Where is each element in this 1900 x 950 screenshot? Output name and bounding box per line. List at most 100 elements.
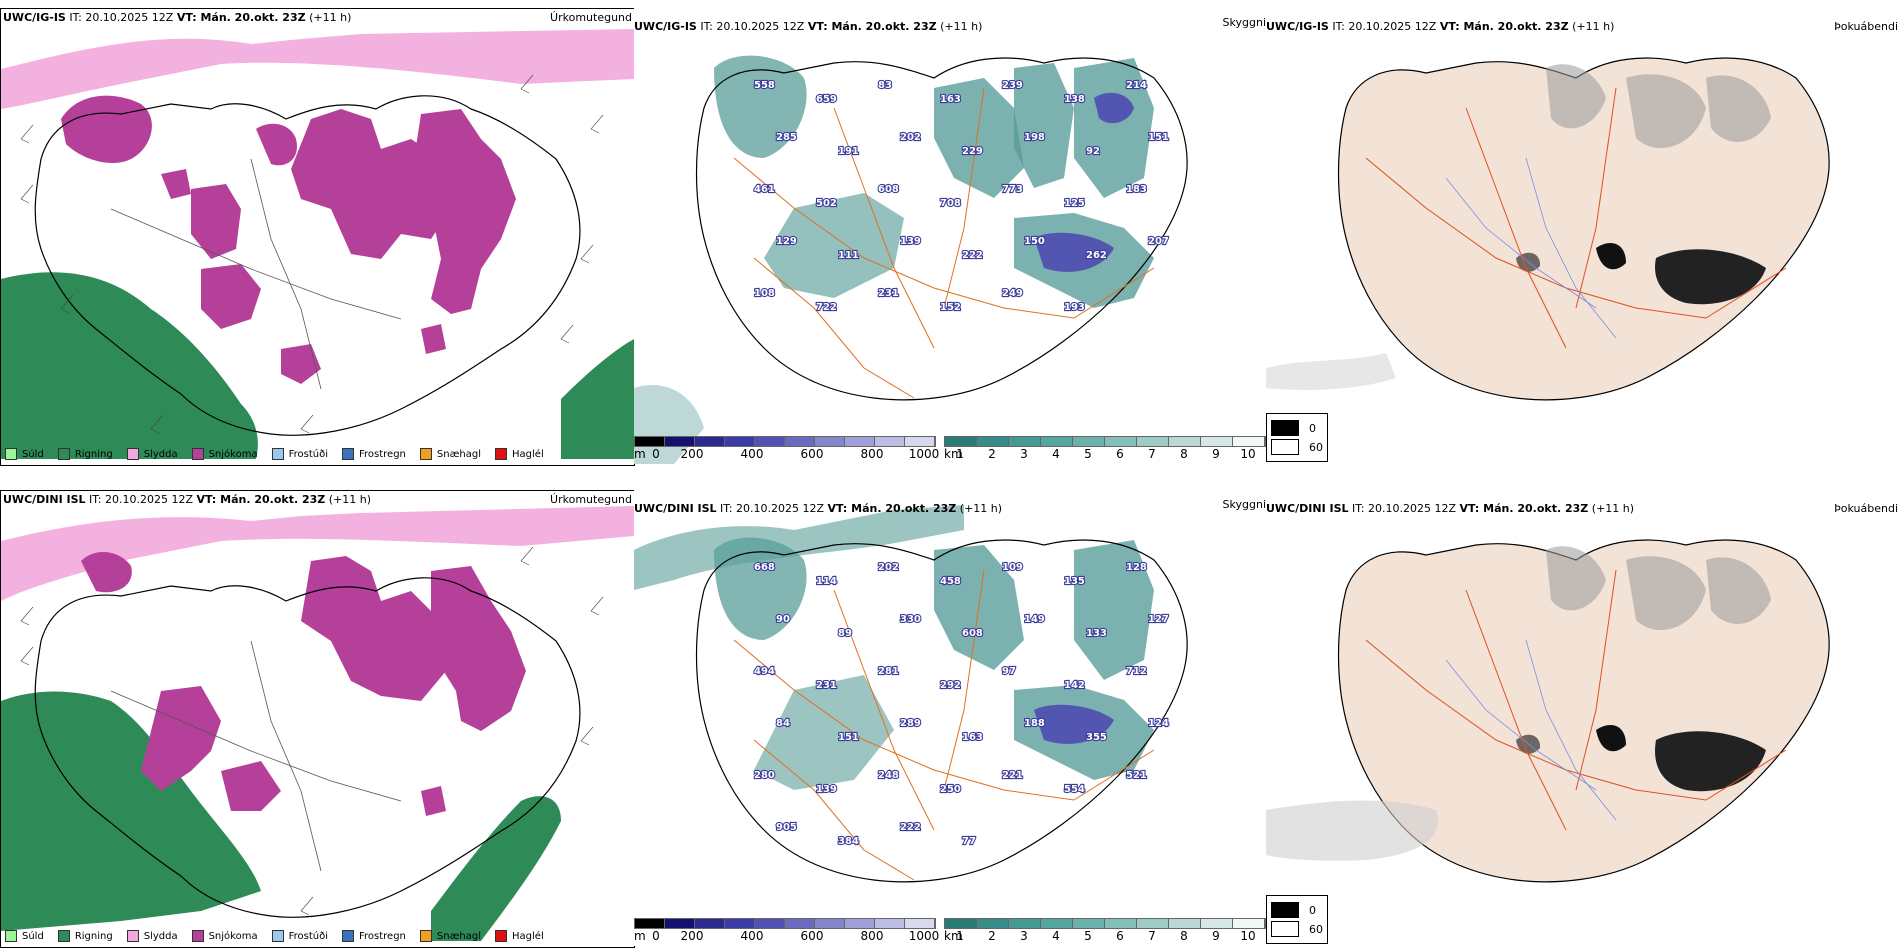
precip-legend-item: Snjókoma <box>191 930 258 942</box>
cloud-base-value: 151 <box>838 732 859 743</box>
legend-label: Snæhagl <box>436 930 482 942</box>
fog-panel-1: UWC/IG-IS IT: 20.10.2025 12Z VT: Mán. 20… <box>1266 8 1900 464</box>
legend-label: Frostregn <box>359 448 406 460</box>
colorbar-tick: 3 <box>1020 447 1028 461</box>
cloud-base-value: 202 <box>900 132 921 143</box>
colorbar-swatch <box>1169 919 1201 928</box>
colorbar-swatch <box>1201 919 1233 928</box>
colorbar-swatch <box>1233 437 1265 446</box>
precip-map-1 <box>1 9 634 465</box>
cloud-base-value: 355 <box>1086 732 1107 743</box>
legend-label: Snjókoma <box>208 448 258 460</box>
colorbar-swatch <box>755 919 785 928</box>
colorbar-swatch <box>845 919 875 928</box>
colorbar-swatch <box>1073 919 1105 928</box>
colorbar-swatch <box>1009 919 1041 928</box>
colorbar-swatch <box>1041 437 1073 446</box>
fog-map-1 <box>1266 8 1900 464</box>
colorbar-swatch <box>725 919 755 928</box>
precip-legend: Súld Rigning Slydda Snjókoma Frostúði Frostre… <box>5 445 558 463</box>
cloud-base-value: 608 <box>962 628 983 639</box>
panel-header: UWC/IG-IS IT: 20.10.2025 12Z VT: Mán. 20… <box>1266 20 1615 33</box>
legend-label: 60 <box>1309 922 1323 936</box>
colorbar-swatch <box>1169 437 1201 446</box>
colorbar-swatch <box>665 919 695 928</box>
cloud-base-value: 458 <box>940 576 961 587</box>
colorbar-swatch <box>945 437 977 446</box>
colorbar-visibility-km: km 1 2 3 4 5 6 7 8 9 10 <box>944 436 1266 461</box>
colorbar-swatch <box>977 919 1009 928</box>
cloud-base-value: 151 <box>1148 132 1169 143</box>
legend-swatch <box>1271 439 1299 455</box>
cloud-base-value: 198 <box>1024 132 1045 143</box>
fog-map-2 <box>1266 490 1900 946</box>
colorbar-swatch <box>1073 437 1105 446</box>
cloud-labels-2: 668 114 202 458 109 135 128 90 89 330 608 149 133 127… <box>753 561 1170 848</box>
cloud-base-value: 138 <box>1064 94 1085 105</box>
colorbar-tick: 10 <box>1240 447 1256 461</box>
fog-legend: 0 60 <box>1266 413 1328 462</box>
legend-label: Haglél <box>512 448 544 460</box>
colorbar-swatch <box>785 919 815 928</box>
fog-legend-item: 60 <box>1271 921 1323 937</box>
precip-legend-item: Rigning <box>57 448 113 460</box>
cloud-base-value: 231 <box>816 680 837 691</box>
legend-label: 60 <box>1309 440 1323 454</box>
legend-swatch <box>271 930 284 942</box>
precip-map-2 <box>1 491 634 947</box>
cloud-base-value: 281 <box>878 666 899 677</box>
legend-label: Snæhagl <box>436 448 482 460</box>
panel-variable-title: Úrkomutegund <box>550 11 632 24</box>
cloud-base-value: 502 <box>816 198 837 209</box>
precip-legend-item: Súld <box>5 448 44 460</box>
cloud-base-value: 262 <box>1086 250 1107 261</box>
legend-swatch <box>419 448 432 460</box>
cloud-base-value: 330 <box>900 614 921 625</box>
colorbar-swatch <box>1137 919 1169 928</box>
cloud-base-panel-2: 668 114 202 458 109 135 128 90 89 330 608 149 133 127… <box>634 490 1266 946</box>
cloud-base-value: 521 <box>1126 770 1147 781</box>
cloud-base-value: 554 <box>1064 784 1085 795</box>
cloud-base-value: 214 <box>1126 80 1147 91</box>
precip-legend-item: Slydda <box>126 930 178 942</box>
colorbar-unit: m <box>634 447 646 461</box>
cloud-base-value: 207 <box>1148 236 1169 247</box>
colorbar-height-m: m 0 200 400 600 800 1000 <box>634 436 939 461</box>
colorbar-tick: 9 <box>1212 929 1220 943</box>
panel-header: UWC/DINI ISL IT: 20.10.2025 12Z VT: Mán.… <box>1266 502 1635 515</box>
legend-swatch <box>5 448 17 460</box>
cloud-base-value: 125 <box>1064 198 1085 209</box>
precip-legend-item: Frostúði <box>271 448 328 460</box>
cloud-base-value: 222 <box>900 822 921 833</box>
cloud-base-value: 89 <box>838 628 852 639</box>
cloud-base-value: 229 <box>962 146 983 157</box>
legend-label: Súld <box>22 930 44 942</box>
legend-swatch <box>126 930 139 942</box>
cloud-base-value: 280 <box>754 770 775 781</box>
panel-header: UWC/DINI ISL IT: 20.10.2025 12Z VT: Mán.… <box>634 502 1003 515</box>
cloud-labels-1: 558 659 83 163 239 138 214 285 191 202 229 198 92 151… <box>753 79 1170 314</box>
legend-label: Haglél <box>512 930 544 942</box>
cloud-base-value: 659 <box>816 94 837 105</box>
colorbar-swatch <box>945 919 977 928</box>
colorbar-swatch <box>785 437 815 446</box>
colorbar-tick: 7 <box>1148 447 1156 461</box>
colorbar-swatch <box>875 919 905 928</box>
colorbar-visibility-km: km 1 2 3 4 5 6 7 8 9 10 <box>944 918 1266 943</box>
precip-legend-item: Frostúði <box>271 930 328 942</box>
cloud-base-value: 239 <box>1002 80 1023 91</box>
colorbar-tick: 5 <box>1084 929 1092 943</box>
colorbar-tick: 0 <box>652 447 660 461</box>
colorbar-tick: 8 <box>1180 447 1188 461</box>
cloud-base-value: 188 <box>1024 718 1045 729</box>
legend-swatch <box>1271 902 1299 918</box>
legend-swatch <box>342 448 354 460</box>
cloud-base-value: 773 <box>1002 184 1023 195</box>
cloud-base-value: 150 <box>1024 236 1045 247</box>
precip-legend: Súld Rigning Slydda Snjókoma Frostúði Frostre… <box>5 927 558 945</box>
legend-swatch <box>342 930 354 942</box>
panel-variable-title: Úrkomutegund <box>550 493 632 506</box>
colorbar-unit: km <box>944 929 963 943</box>
cloud-base-value: 494 <box>754 666 775 677</box>
legend-label: Frostregn <box>359 930 406 942</box>
